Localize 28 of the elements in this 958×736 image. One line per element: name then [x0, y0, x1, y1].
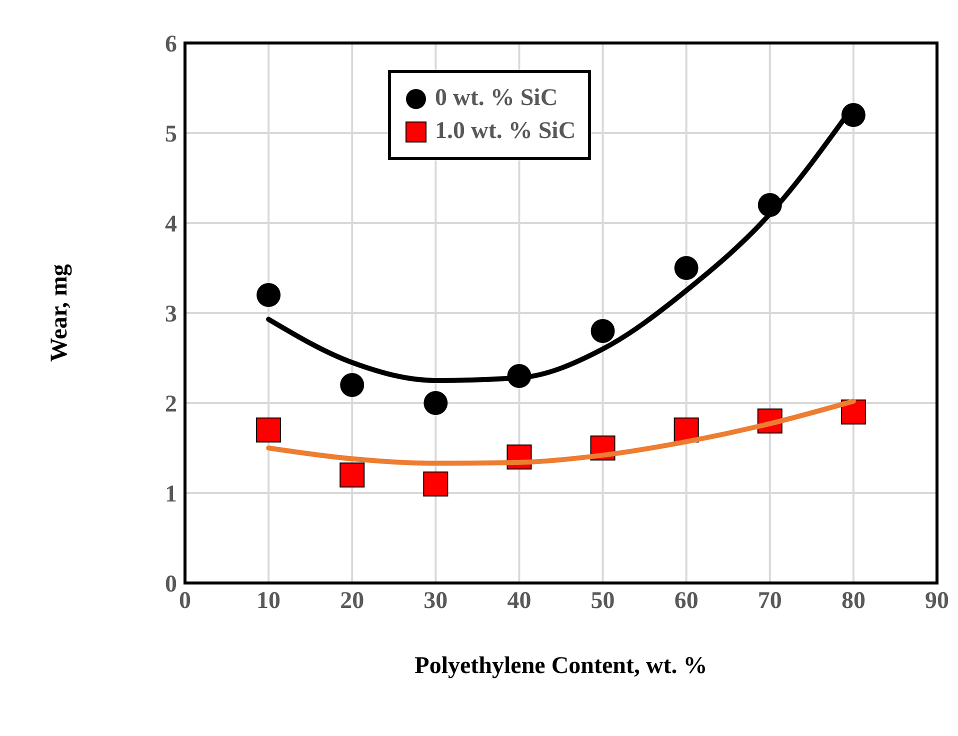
- y-tick-label: 1: [165, 482, 177, 508]
- y-axis-title: Wear, mg: [46, 264, 73, 362]
- legend-label: 0 wt. % SiC: [435, 85, 558, 112]
- point: [590, 319, 615, 343]
- y-tick-label: 0: [165, 572, 177, 598]
- y-tick-label: 2: [165, 392, 177, 418]
- x-tick-label: 10: [256, 588, 281, 614]
- y-tick-label: 6: [165, 32, 177, 58]
- y-tick-label: 5: [165, 122, 177, 148]
- legend-label: 1.0 wt. % SiC: [435, 118, 576, 145]
- point: [256, 283, 281, 307]
- y-tick-label: 3: [165, 302, 177, 328]
- point: [256, 418, 282, 442]
- x-tick-label: 20: [340, 588, 364, 614]
- x-axis-title: Polyethylene Content, wt. %: [414, 653, 708, 679]
- y-tick-label: 4: [165, 212, 177, 238]
- point: [674, 256, 698, 280]
- x-tick-label: 80: [841, 588, 866, 614]
- x-tick-label: 70: [758, 588, 782, 614]
- point: [340, 373, 364, 397]
- point: [340, 462, 365, 488]
- point: [423, 472, 448, 496]
- x-tick-label: 40: [507, 588, 532, 614]
- x-tick-label: 50: [590, 588, 615, 614]
- point: [424, 391, 448, 415]
- x-tick-label: 90: [925, 588, 949, 614]
- x-tick-label: 30: [424, 588, 448, 614]
- x-tick-label: 60: [674, 588, 698, 614]
